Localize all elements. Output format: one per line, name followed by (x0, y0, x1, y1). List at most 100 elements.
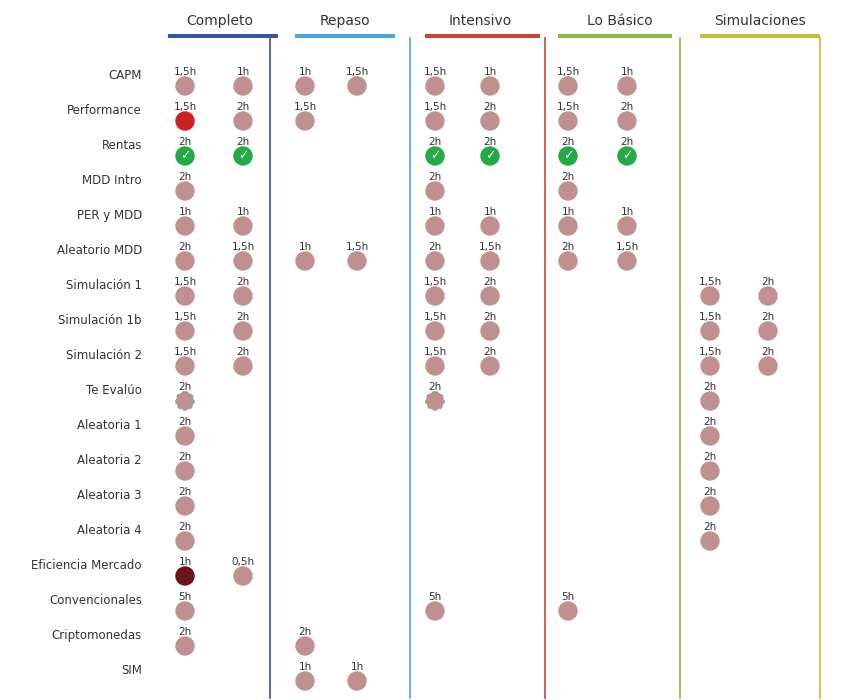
Text: 2h: 2h (703, 417, 717, 427)
Text: ✓: ✓ (238, 150, 248, 162)
Text: 2h: 2h (178, 522, 191, 532)
Text: 2h: 2h (236, 277, 250, 287)
Text: 1,5h: 1,5h (557, 102, 580, 112)
Text: 1,5h: 1,5h (423, 347, 446, 357)
Circle shape (481, 252, 499, 270)
Text: Lo Básico: Lo Básico (587, 14, 653, 28)
Text: 1h: 1h (620, 207, 633, 217)
Text: 1,5h: 1,5h (615, 242, 638, 252)
Text: 2h: 2h (620, 102, 633, 112)
Circle shape (559, 77, 577, 95)
Text: 1h: 1h (298, 242, 312, 252)
Circle shape (176, 112, 194, 130)
Circle shape (296, 112, 314, 130)
Text: ✓: ✓ (563, 150, 573, 162)
Text: ✓: ✓ (179, 150, 190, 162)
Text: 5h: 5h (178, 592, 191, 602)
Text: 2h: 2h (561, 172, 575, 182)
Circle shape (426, 287, 444, 305)
Circle shape (176, 357, 194, 375)
Text: 1h: 1h (428, 207, 442, 217)
Text: 2h: 2h (428, 137, 442, 147)
Circle shape (176, 147, 194, 165)
Text: Aleatoria 1: Aleatoria 1 (77, 419, 142, 432)
Circle shape (234, 357, 252, 375)
Text: 2h: 2h (484, 102, 496, 112)
Text: 2h: 2h (561, 242, 575, 252)
Circle shape (701, 287, 719, 305)
Text: 1,5h: 1,5h (293, 102, 316, 112)
Text: Performance: Performance (67, 104, 142, 117)
Text: 2h: 2h (703, 522, 717, 532)
Circle shape (234, 252, 252, 270)
Text: Intensivo: Intensivo (448, 14, 512, 28)
Text: ✓: ✓ (430, 150, 440, 162)
Bar (700, 34, 820, 38)
Text: Simulación 2: Simulación 2 (66, 349, 142, 362)
Text: Criptomonedas: Criptomonedas (52, 629, 142, 642)
Bar (558, 34, 672, 38)
Circle shape (176, 427, 194, 445)
Circle shape (296, 252, 314, 270)
Text: 2h: 2h (428, 242, 442, 252)
Circle shape (426, 252, 444, 270)
Text: 2h: 2h (484, 312, 496, 322)
Text: 1h: 1h (298, 67, 312, 77)
Circle shape (348, 672, 366, 690)
Text: 1,5h: 1,5h (173, 347, 196, 357)
Circle shape (234, 217, 252, 235)
Bar (295, 34, 395, 38)
Text: 2h: 2h (178, 452, 191, 462)
Circle shape (559, 602, 577, 620)
Text: Aleatoria 3: Aleatoria 3 (77, 489, 142, 502)
Circle shape (426, 217, 444, 235)
Text: 2h: 2h (178, 172, 191, 182)
Bar (425, 34, 540, 38)
Text: 1,5h: 1,5h (423, 102, 446, 112)
Text: 2h: 2h (561, 137, 575, 147)
Text: 5h: 5h (561, 592, 575, 602)
Circle shape (426, 77, 444, 95)
Text: Te Evalúo: Te Evalúo (86, 384, 142, 397)
Text: Repaso: Repaso (320, 14, 371, 28)
Text: 1,5h: 1,5h (479, 242, 502, 252)
Circle shape (176, 602, 194, 620)
Text: 2h: 2h (178, 487, 191, 497)
Text: PER y MDD: PER y MDD (76, 209, 142, 222)
Text: 2h: 2h (178, 137, 191, 147)
Text: 2h: 2h (178, 382, 191, 392)
Text: 1,5h: 1,5h (173, 67, 196, 77)
Circle shape (481, 322, 499, 340)
Circle shape (296, 637, 314, 655)
Circle shape (559, 217, 577, 235)
Circle shape (618, 112, 636, 130)
Circle shape (559, 252, 577, 270)
Circle shape (759, 322, 777, 340)
Text: Completo: Completo (186, 14, 253, 28)
Text: 1,5h: 1,5h (231, 242, 255, 252)
Text: 1,5h: 1,5h (345, 67, 369, 77)
Text: 2h: 2h (428, 382, 442, 392)
Text: 2h: 2h (178, 417, 191, 427)
Circle shape (701, 392, 719, 410)
Circle shape (176, 532, 194, 550)
Circle shape (176, 322, 194, 340)
Text: 1,5h: 1,5h (173, 312, 196, 322)
Text: 1,5h: 1,5h (557, 67, 580, 77)
Text: Aleatorio MDD: Aleatorio MDD (57, 244, 142, 257)
Circle shape (176, 217, 194, 235)
Text: 2h: 2h (428, 172, 442, 182)
Circle shape (481, 147, 499, 165)
Circle shape (701, 532, 719, 550)
Text: 1,5h: 1,5h (173, 277, 196, 287)
Text: 1h: 1h (620, 67, 633, 77)
Circle shape (559, 182, 577, 200)
Circle shape (176, 392, 194, 410)
Text: 1h: 1h (350, 662, 364, 672)
Circle shape (701, 322, 719, 340)
Circle shape (348, 252, 366, 270)
Text: MDD Intro: MDD Intro (82, 174, 142, 187)
Text: 2h: 2h (762, 347, 774, 357)
Circle shape (234, 322, 252, 340)
Circle shape (481, 77, 499, 95)
